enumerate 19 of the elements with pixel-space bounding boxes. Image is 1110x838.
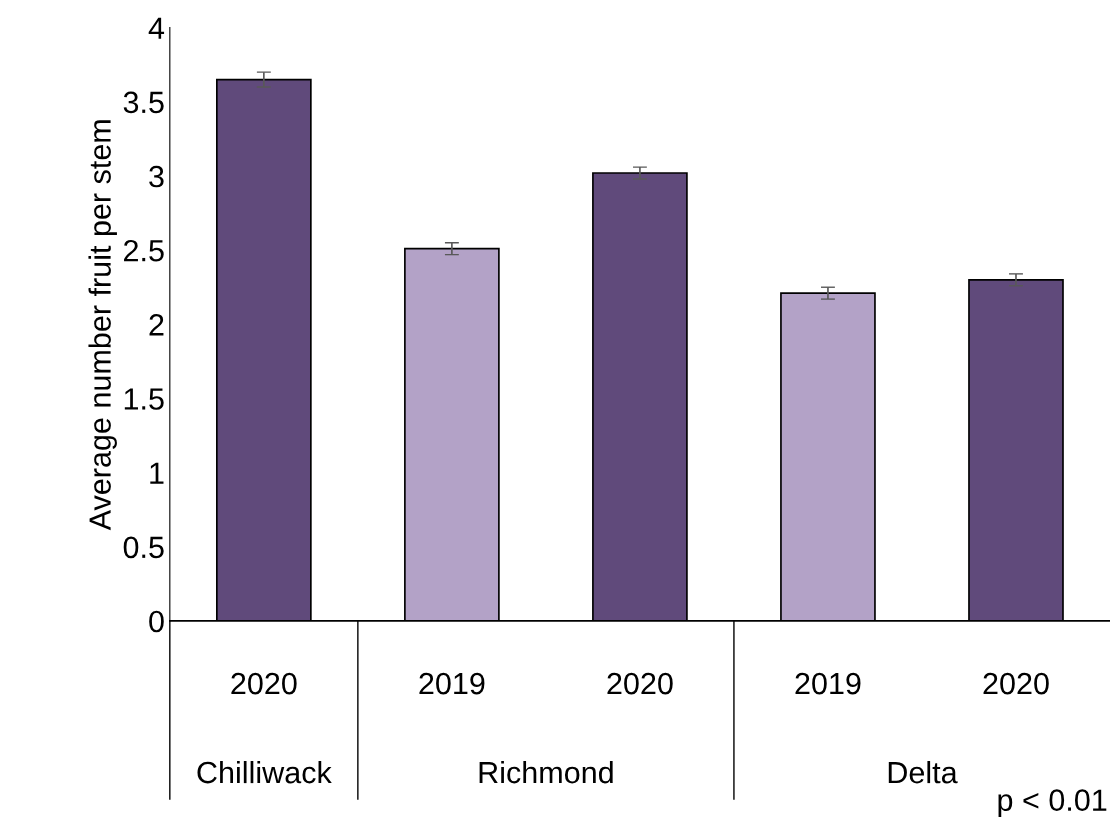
x-tick-label: 2019 [795, 672, 861, 695]
x-tick-label: 2020 [607, 672, 673, 695]
y-tick-label: 0 [149, 610, 164, 633]
y-tick-label: 3.5 [123, 91, 164, 114]
y-tick-label: 1.5 [124, 388, 164, 410]
y-axis-title: Average number fruit per stem [88, 120, 117, 531]
text: Chilliwack [197, 760, 332, 784]
x-tick-label: 2020 [983, 672, 1049, 695]
text: p < 0.01 [998, 789, 1107, 818]
y-tick-label: 3 [149, 165, 164, 188]
y-tick-label: 2 [149, 314, 164, 336]
y-tick-label: 4 [148, 17, 165, 39]
text: Richmond [479, 760, 613, 784]
text: Delta [888, 760, 958, 784]
y-tick-label: 1 [150, 462, 164, 484]
x-tick-label: 2020 [231, 672, 297, 695]
x-tick-label: 2019 [419, 672, 485, 695]
y-tick-label: 2.5 [124, 239, 164, 262]
y-tick-label: 0.5 [123, 536, 164, 559]
